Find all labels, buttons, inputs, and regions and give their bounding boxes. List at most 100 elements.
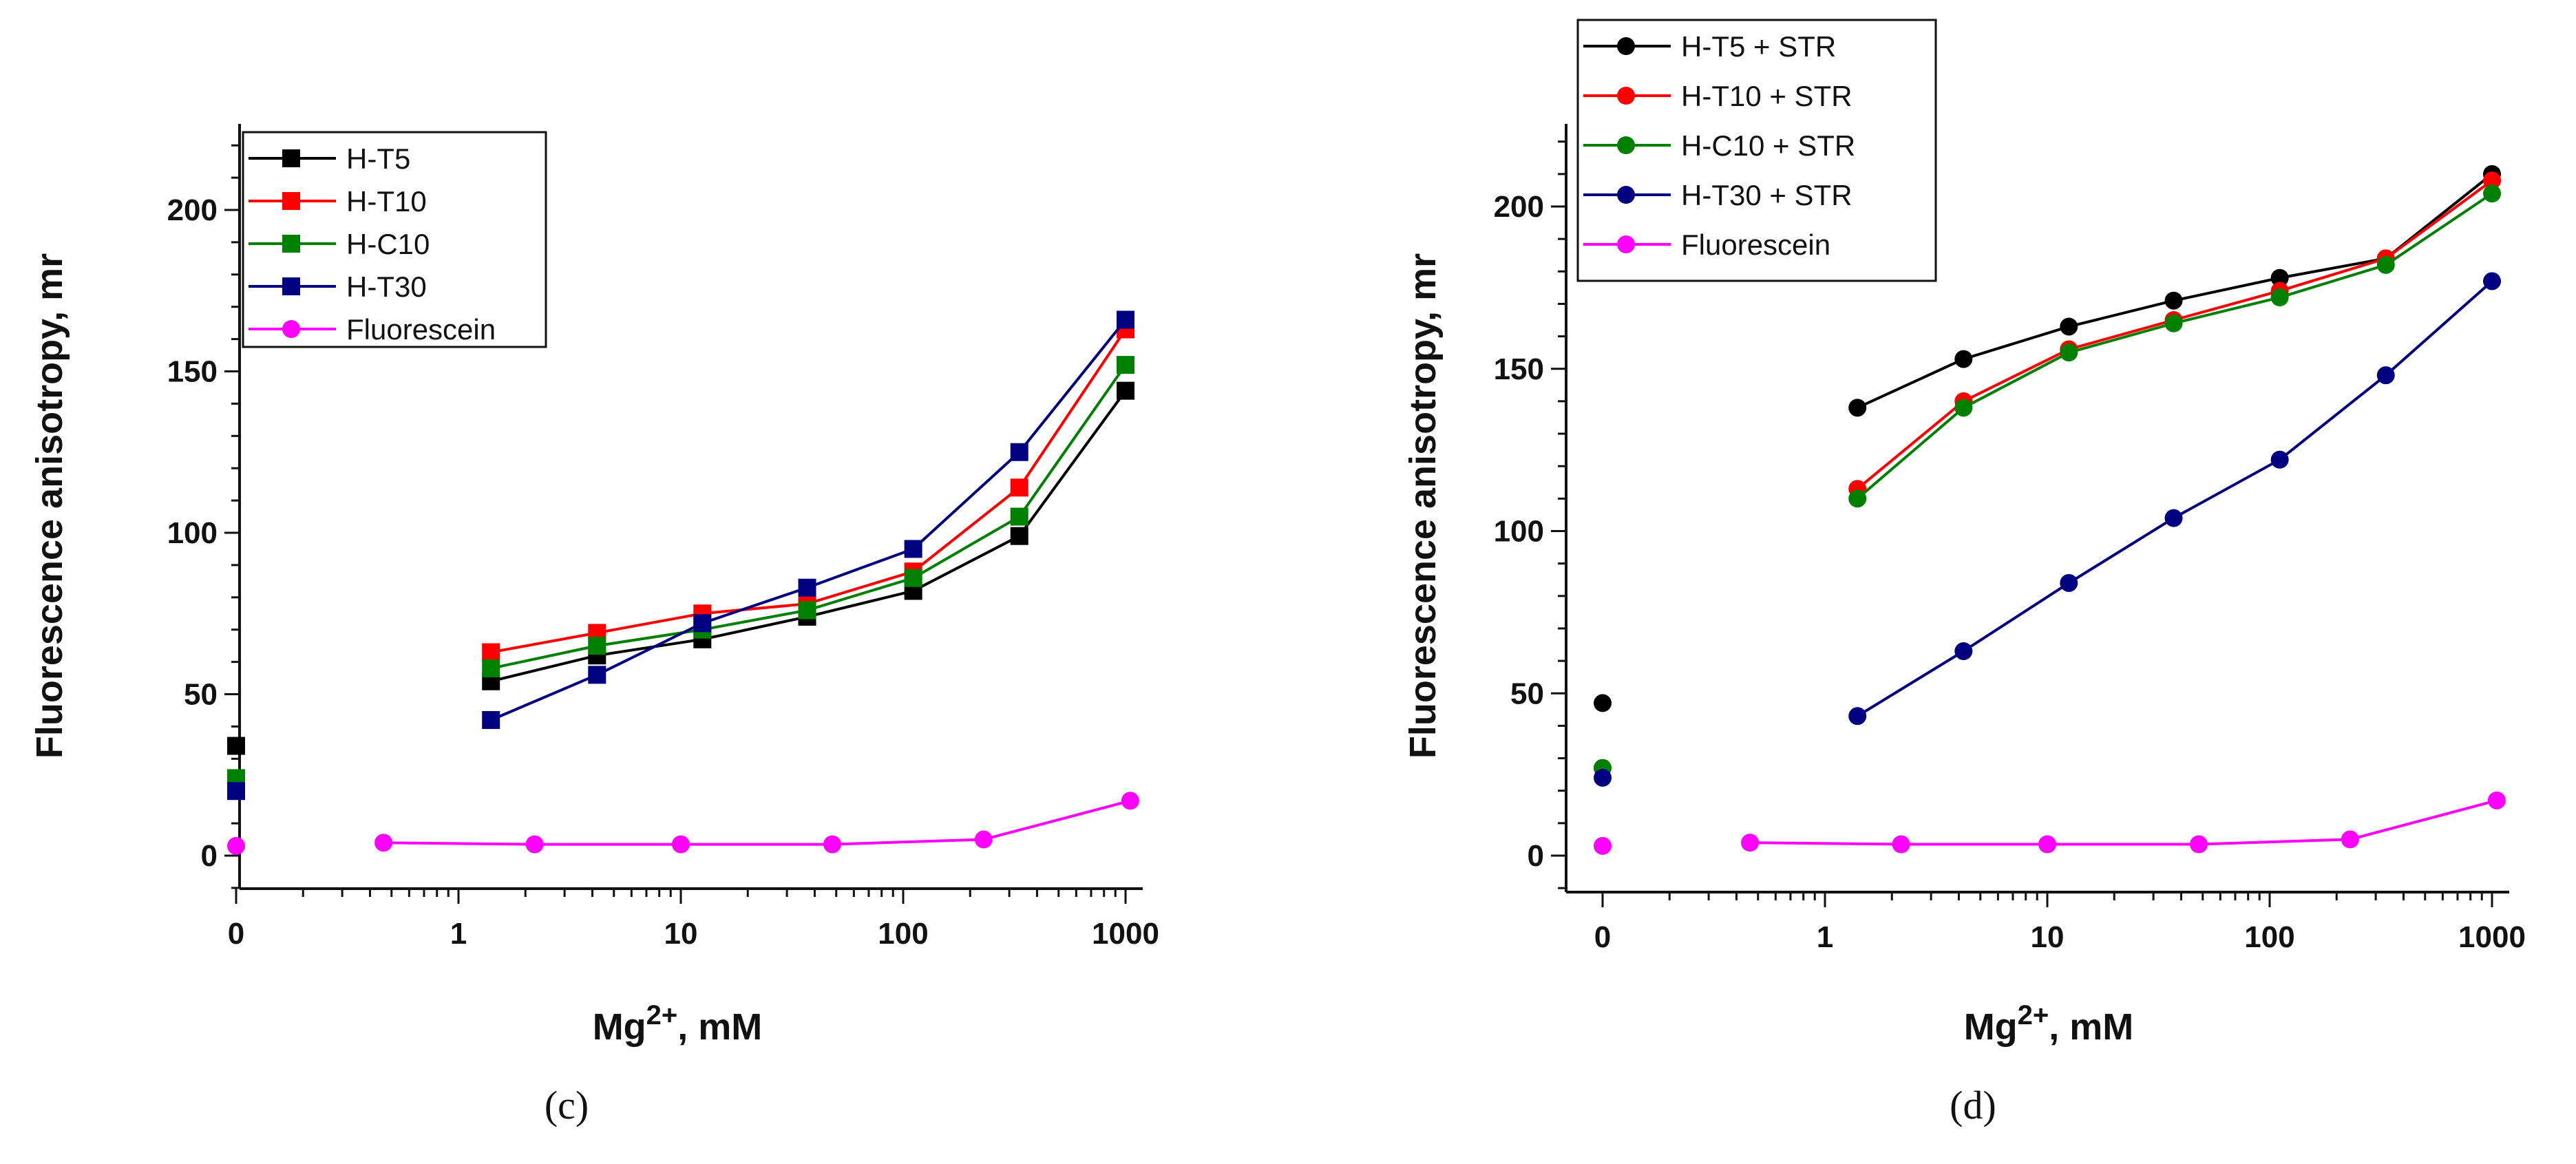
data-point-marker [693,614,712,633]
data-point-marker [1010,507,1028,526]
y-tick-label: 100 [1494,515,1544,549]
series-fluorescein [227,792,1139,855]
data-point-marker [672,835,690,854]
data-point-marker [2376,366,2395,385]
series-h-t30-str [1594,272,2501,787]
series-h-t10 [227,320,1134,794]
y-tick-label: 150 [167,355,218,389]
x-tick-label: 10 [2031,920,2065,954]
data-point-marker [1848,489,1867,508]
data-point-marker [823,835,842,854]
data-point-marker [1741,834,1760,852]
data-point-marker [1848,399,1867,417]
legend-label: H-C10 + STR [1681,129,1855,162]
data-point-marker [2270,450,2289,469]
series-line [1856,179,2493,490]
data-point-marker [974,830,993,849]
y-tick-label: 200 [1494,190,1544,224]
data-point-marker [2376,255,2395,274]
legend-label: H-T30 + STR [1681,179,1852,211]
x-tick-label: 1 [1817,920,1833,954]
data-point-marker [1117,381,1134,400]
data-point-marker [2270,268,2289,287]
data-point-marker [482,711,500,730]
legend-label: Fluorescein [1681,229,1830,261]
data-point-marker [2483,184,2501,203]
x-tick-label: 0 [1594,920,1611,954]
data-point-marker [798,601,816,620]
legend-marker [282,235,300,253]
zero-point-marker [1594,836,1612,855]
zero-point-marker [227,782,245,801]
data-point-marker [2483,272,2501,290]
data-point-marker [1117,356,1134,374]
data-point-marker [2164,509,2183,527]
legend-label: H-T5 + STR [1681,30,1836,63]
data-point-marker [1954,642,1973,660]
legend-marker [1617,136,1635,154]
legend-box [1576,19,1937,282]
x-tick-label: 100 [878,917,928,951]
data-point-marker [2341,830,2359,849]
x-tick-label: 1000 [1092,917,1159,951]
data-point-marker [482,659,500,677]
data-point-marker [1848,707,1867,726]
legend: H-T5 + STR H-T10 + STR H-C10 + STR H-T30 + … [1576,19,1937,282]
legend-marker [1617,186,1635,204]
x-axis-title: Mg2+, mM [593,1000,763,1048]
y-axis-title: Fluorescence anisotropy, mr [29,253,70,759]
x-tick-label: 1000 [2458,920,2526,954]
data-point-marker [1010,478,1028,497]
legend-label: H-T30 [346,271,427,303]
series-line [383,799,1131,846]
legend-marker [282,192,300,210]
data-point-marker [2038,835,2056,854]
series-line [1857,279,2493,717]
zero-point-marker [1594,768,1612,787]
data-point-marker [2060,573,2078,592]
data-point-marker [2164,291,2183,310]
data-point-marker [798,578,816,597]
x-tick-label: 10 [664,917,698,951]
panel-label: (d) [1950,1083,1996,1128]
x-axis-title: Mg2+, mM [1964,1000,2134,1048]
data-point-marker [588,666,606,684]
y-tick-label: 100 [167,516,218,550]
series-h-c10-str [1594,184,2501,777]
data-point-marker [2487,791,2506,809]
legend: H-T5 H-T10 H-C10 H-T30 Fluorescein [242,131,547,348]
zero-point-marker [1594,694,1612,712]
series-line [1750,798,2498,846]
y-tick-label: 50 [1510,677,1544,710]
zero-point-marker [227,836,245,855]
data-point-marker [2270,288,2289,307]
data-point-marker [588,637,606,655]
legend-marker [1617,37,1635,55]
data-point-marker [1954,399,1973,417]
legend-label: Fluorescein [346,313,496,346]
legend-label: H-T5 [346,142,410,175]
legend-label: H-T10 [346,185,427,218]
x-tick-label: 0 [228,917,244,951]
data-point-marker [1892,835,1910,854]
chart-panel-c: 0 50 100 150 200 0 1 10 100 1000 Mg2+, mM Fluoresce… [29,124,1159,1128]
data-point-marker [482,643,500,662]
series-line [490,390,1127,683]
data-point-marker [2060,343,2078,362]
y-tick-label: 150 [1494,352,1544,386]
data-point-marker [1010,443,1028,461]
data-point-marker [2483,171,2501,190]
data-point-marker [904,540,922,558]
series-line [1857,173,2493,410]
legend-marker [1617,87,1635,105]
data-point-marker [2190,835,2208,854]
x-tick-label: 100 [2244,920,2294,954]
series-fluorescein [1594,791,2506,855]
chart-panel-d: 0 50 100 150 200 0 1 10 100 1000 Mg2+, mM Fluoresce… [1402,19,2526,1128]
series-line [1856,192,2493,500]
series-h-c10 [227,356,1134,787]
legend-marker [282,320,300,338]
data-point-marker [2164,314,2183,332]
legend-label: H-T10 + STR [1681,80,1852,112]
